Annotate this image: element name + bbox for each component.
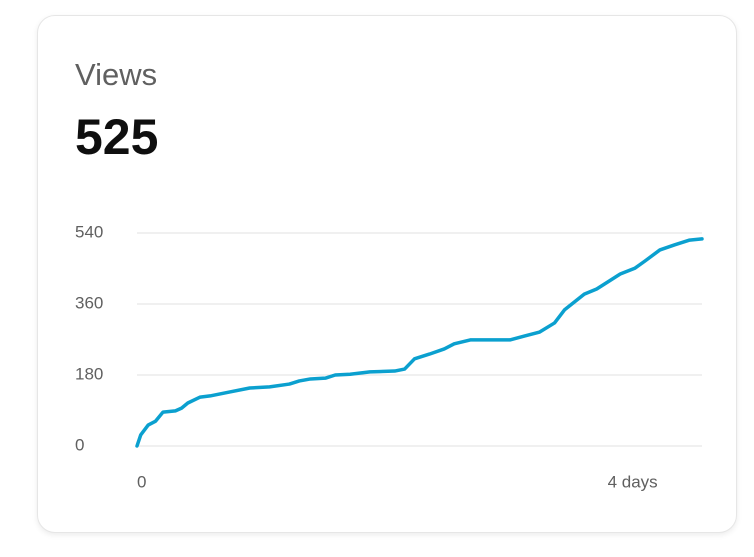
x-tick-label: 4 days — [608, 472, 658, 491]
x-tick-label: 0 — [137, 472, 146, 491]
chart-subtitle: 525 — [75, 109, 158, 165]
line — [135, 237, 704, 448]
y-tick-label: 540 — [75, 222, 103, 241]
y-tick-label: 360 — [75, 293, 103, 312]
chart-title: Views — [75, 57, 157, 92]
y-tick-label: 0 — [75, 435, 84, 454]
y-tick-label: 180 — [75, 364, 103, 383]
